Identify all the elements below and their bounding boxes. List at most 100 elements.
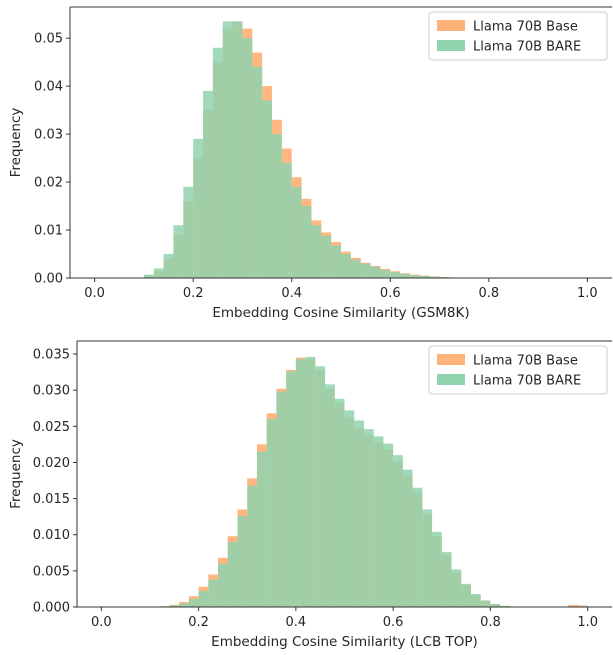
histogram-bar: [315, 366, 325, 607]
histogram-bar: [199, 591, 209, 607]
histogram-bar: [374, 436, 384, 607]
histogram-bar: [262, 101, 272, 278]
x-tick-label: 0.2: [188, 615, 209, 630]
histogram-bar: [296, 359, 306, 607]
histogram-bar: [361, 264, 371, 278]
histogram-bar: [144, 275, 154, 278]
histogram-bar: [380, 270, 390, 278]
y-tick-label: 0.01: [34, 224, 63, 239]
histogram-bar: [371, 267, 381, 278]
y-tick-label: 0.025: [33, 420, 70, 435]
histogram-bar: [203, 91, 213, 278]
histogram-bar: [325, 384, 335, 607]
histogram-bar: [403, 470, 413, 607]
legend-label: Llama 70B Base: [473, 20, 578, 35]
y-axis-label: Frequency: [8, 108, 24, 178]
histogram-bar: [247, 486, 257, 607]
x-tick-label: 0.4: [286, 615, 307, 630]
y-tick-label: 0.00: [34, 272, 63, 287]
legend-swatch: [437, 374, 465, 385]
x-tick-label: 0.0: [91, 615, 112, 630]
histogram-bar: [218, 564, 228, 607]
histogram-bar: [354, 421, 364, 607]
histogram-bar: [164, 254, 174, 278]
histogram-bar: [383, 444, 393, 607]
histogram-bar: [252, 67, 262, 278]
legend-swatch: [437, 20, 465, 31]
y-axis-label: Frequency: [8, 439, 24, 509]
histogram-bar: [302, 206, 312, 278]
histogram-bar: [233, 21, 243, 278]
histogram-bar: [238, 516, 248, 607]
y-tick-label: 0.005: [33, 564, 70, 579]
histogram-bar: [208, 580, 218, 607]
histogram-bar: [242, 38, 252, 278]
x-tick-label: 1.0: [577, 286, 598, 301]
histogram-bar: [442, 552, 452, 607]
histogram-bar: [331, 245, 341, 278]
histogram-bar: [364, 429, 374, 607]
x-tick-label: 0.2: [183, 286, 204, 301]
y-tick-label: 0.020: [33, 456, 70, 471]
histogram-bar: [390, 272, 400, 278]
histogram-bar: [193, 139, 203, 278]
legend-swatch: [437, 354, 465, 365]
histogram-bar: [452, 569, 462, 607]
histogram-bar: [257, 452, 267, 607]
histogram-bar: [400, 274, 410, 278]
histogram-bar: [393, 455, 403, 607]
histogram-bar: [267, 419, 277, 607]
legend-label: Llama 70B BARE: [473, 40, 581, 55]
histogram-bar: [154, 268, 164, 278]
y-tick-label: 0.03: [34, 128, 63, 143]
histogram-bar: [306, 357, 316, 607]
x-axis-label: Embedding Cosine Similarity (GSM8K): [212, 305, 469, 321]
x-tick-label: 0.4: [281, 286, 302, 301]
histogram-bar: [422, 509, 432, 607]
legend-label: Llama 70B Base: [473, 354, 578, 369]
histogram-bar: [413, 488, 423, 607]
histogram-bar: [189, 599, 199, 607]
legend-swatch: [437, 40, 465, 51]
y-tick-label: 0.030: [33, 384, 70, 399]
x-tick-label: 0.6: [380, 286, 401, 301]
histogram-bar: [461, 584, 471, 607]
histogram-bar: [321, 236, 331, 278]
y-tick-label: 0.02: [34, 176, 63, 191]
y-tick-label: 0.010: [33, 528, 70, 543]
histogram-bar: [335, 399, 345, 607]
x-axis-label: Embedding Cosine Similarity (LCB TOP): [211, 634, 478, 650]
histogram-bar: [432, 532, 442, 607]
histogram-bar: [272, 134, 282, 278]
histogram-bar: [183, 187, 193, 278]
histogram-bar: [481, 600, 491, 607]
x-tick-label: 0.8: [480, 615, 501, 630]
histogram-bar: [276, 392, 286, 607]
histogram-bar: [341, 254, 351, 278]
histogram-bar: [292, 187, 302, 278]
legend: Llama 70B Base Llama 70B BARE: [429, 12, 607, 60]
histogram-bar: [223, 21, 233, 278]
y-tick-label: 0.035: [33, 348, 70, 363]
y-tick-label: 0.015: [33, 492, 70, 507]
y-tick-label: 0.05: [34, 32, 63, 47]
histogram-bar: [286, 371, 296, 607]
legend: Llama 70B Base Llama 70B BARE: [429, 346, 607, 394]
histogram-bar: [282, 163, 292, 278]
histogram-bar: [345, 410, 355, 607]
y-tick-label: 0.000: [33, 601, 70, 616]
y-tick-label: 0.04: [34, 80, 63, 95]
histogram-bar: [228, 542, 238, 607]
histogram-bar: [179, 603, 189, 607]
x-tick-label: 0.0: [84, 286, 105, 301]
histogram-bar: [213, 48, 223, 278]
legend-label: Llama 70B BARE: [473, 374, 581, 389]
histogram-bar: [173, 225, 183, 278]
histogram-bar: [311, 225, 321, 278]
x-tick-label: 1.0: [577, 615, 598, 630]
histogram-bar: [471, 594, 481, 607]
